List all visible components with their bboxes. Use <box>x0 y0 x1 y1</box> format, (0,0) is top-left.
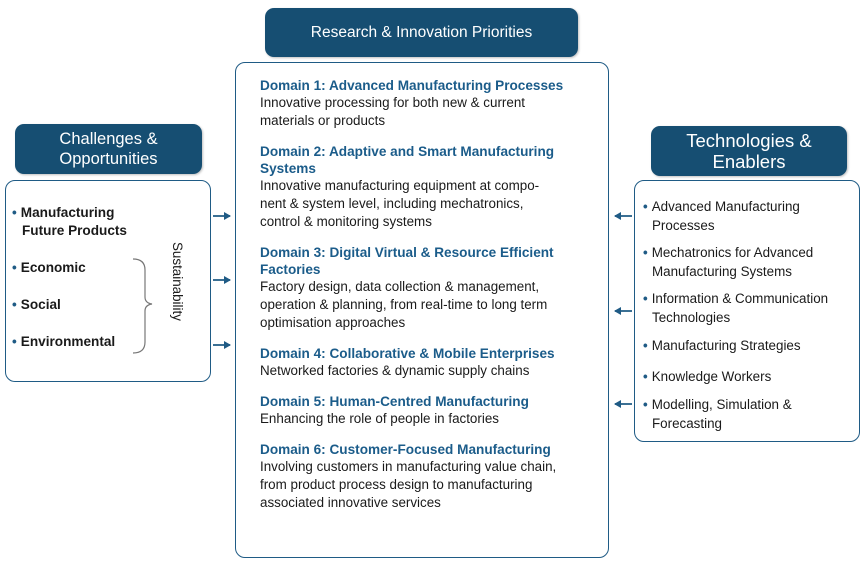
domain-3-desc-line: operation & planning, from real-time to … <box>260 297 548 312</box>
challenge-item: • Economic <box>12 259 86 277</box>
technology-item: • Information & Communication Technologie… <box>643 290 853 327</box>
domain-6-desc-line: Involving customers in manufacturing val… <box>260 459 557 474</box>
domain-4-desc-line: Networked factories & dynamic supply cha… <box>260 363 530 378</box>
bullet-icon: • <box>12 334 17 349</box>
domain-5-title: Domain 5: Human-Centred Manufacturing <box>260 394 529 409</box>
challenges-header: Challenges & Opportunities <box>15 124 202 174</box>
domain-2: Domain 2: Adaptive and Smart Manufacturi… <box>260 143 598 231</box>
technology-item-label: Manufacturing Strategies <box>651 338 801 353</box>
bullet-icon: • <box>643 291 648 306</box>
domain-1-desc-line: materials or products <box>260 113 386 128</box>
challenge-item: • Environmental <box>12 333 115 351</box>
challenge-item-label-cont: Future Products <box>22 223 127 238</box>
technology-item-label: Information & Communication <box>651 291 829 306</box>
domain-2-desc-line: Innovative manufacturing equipment at co… <box>260 178 540 193</box>
challenges-title-line: Opportunities <box>59 150 158 168</box>
domain-3: Domain 3: Digital Virtual & Resource Eff… <box>260 244 598 332</box>
sustainability-bracket <box>132 258 153 354</box>
domain-6-desc-line: associated innovative services <box>260 495 441 510</box>
domain-6-desc-line: from product process design to manufactu… <box>260 477 533 492</box>
research-innovation-header: Research & Innovation Priorities <box>265 8 578 57</box>
bullet-icon: • <box>643 397 648 412</box>
technologies-box <box>634 180 860 442</box>
challenge-item-label: Environmental <box>20 334 116 349</box>
technology-item-label: Knowledge Workers <box>651 369 772 384</box>
domain-4: Domain 4: Collaborative & Mobile Enterpr… <box>260 345 598 380</box>
domain-2-desc-line: control & monitoring systems <box>260 214 432 229</box>
domains-box: Domain 1: Advanced Manufacturing Process… <box>235 62 609 558</box>
challenges-box <box>5 180 211 382</box>
domain-3-title-cont: Factories <box>260 262 321 277</box>
technology-item: • Knowledge Workers <box>643 368 853 387</box>
bullet-icon: • <box>12 297 17 312</box>
bullet-icon: • <box>643 199 648 214</box>
technologies-header: Technologies & Enablers <box>651 126 847 176</box>
domain-3-desc-line: optimisation approaches <box>260 315 406 330</box>
domain-6-title: Domain 6: Customer-Focused Manufacturing <box>260 442 551 457</box>
challenge-item-label: Economic <box>20 260 86 275</box>
technologies-title-line: Technologies & <box>686 130 812 151</box>
domain-5: Domain 5: Human-Centred Manufacturing En… <box>260 393 598 428</box>
domain-3-desc-line: Factory design, data collection & manage… <box>260 279 540 294</box>
domain-2-title: Domain 2: Adaptive and Smart Manufacturi… <box>260 144 555 159</box>
domain-5-desc-line: Enhancing the role of people in factorie… <box>260 411 499 426</box>
technology-item-label-cont: Processes <box>652 217 715 233</box>
domain-4-title: Domain 4: Collaborative & Mobile Enterpr… <box>260 346 555 361</box>
technology-item: • Mechatronics for Advanced Manufacturing… <box>643 244 853 281</box>
technologies-title-line: Enablers <box>712 151 786 172</box>
bullet-icon: • <box>12 260 17 275</box>
domain-6: Domain 6: Customer-Focused Manufacturing… <box>260 441 598 512</box>
challenges-title-line: Challenges & <box>59 130 158 148</box>
technology-item-label-cont: Technologies <box>652 309 731 325</box>
challenge-item-label: Manufacturing <box>20 205 115 220</box>
bullet-icon: • <box>643 369 648 384</box>
domain-1: Domain 1: Advanced Manufacturing Process… <box>260 77 598 130</box>
domain-2-desc-line: nent & system level, including mechatron… <box>260 196 524 211</box>
domain-2-title-cont: Systems <box>260 161 316 176</box>
technology-item-label: Advanced Manufacturing <box>651 199 800 214</box>
challenge-item: • Social <box>12 296 61 314</box>
technology-item: • Modelling, Simulation & Forecasting <box>643 396 853 433</box>
bullet-icon: • <box>12 205 17 220</box>
technology-item: • Manufacturing Strategies <box>643 337 853 356</box>
domain-1-title: Domain 1: Advanced Manufacturing Process… <box>260 78 564 93</box>
technology-item-label: Mechatronics for Advanced <box>651 245 814 260</box>
challenge-item-label: Social <box>20 297 61 312</box>
challenge-item: • Manufacturing Future Products <box>12 204 127 240</box>
domain-1-desc-line: Innovative processing for both new & cur… <box>260 95 525 110</box>
technology-item-label-cont: Forecasting <box>652 415 722 431</box>
domain-3-title: Domain 3: Digital Virtual & Resource Eff… <box>260 245 554 260</box>
research-innovation-title: Research & Innovation Priorities <box>310 23 533 41</box>
technology-item: • Advanced Manufacturing Processes <box>643 198 853 235</box>
technology-item-label: Modelling, Simulation & <box>651 397 792 412</box>
bullet-icon: • <box>643 245 648 260</box>
bullet-icon: • <box>643 338 648 353</box>
technology-item-label-cont: Manufacturing Systems <box>652 263 792 279</box>
